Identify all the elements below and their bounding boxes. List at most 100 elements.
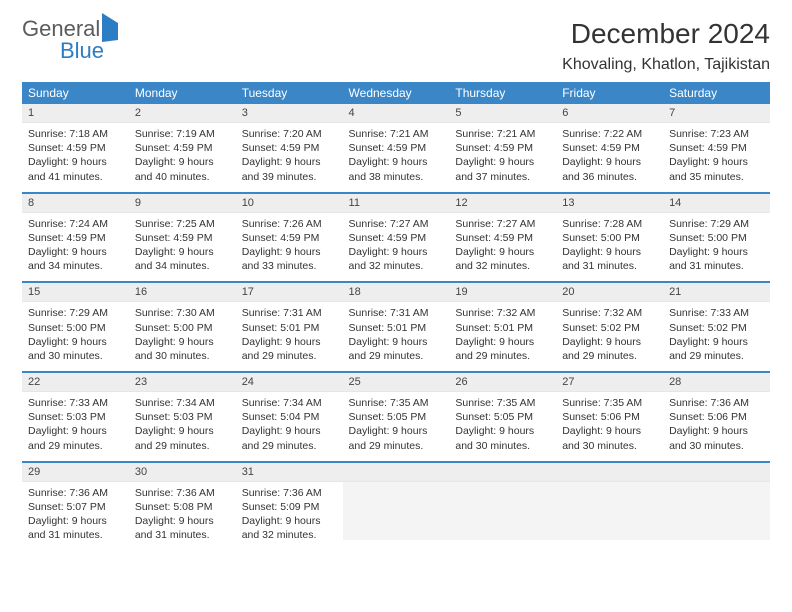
day-cell: 3Sunrise: 7:20 AMSunset: 4:59 PMDaylight… (236, 104, 343, 193)
day-info: Sunrise: 7:32 AMSunset: 5:02 PMDaylight:… (556, 302, 663, 371)
day-info: Sunrise: 7:28 AMSunset: 5:00 PMDaylight:… (556, 213, 663, 282)
day-info: Sunrise: 7:35 AMSunset: 5:06 PMDaylight:… (556, 392, 663, 461)
empty-day-strip (663, 463, 770, 482)
day-info: Sunrise: 7:27 AMSunset: 4:59 PMDaylight:… (449, 213, 556, 282)
day-number: 23 (129, 373, 236, 392)
day-number: 8 (22, 194, 129, 213)
day-number: 16 (129, 283, 236, 302)
week-row: 29Sunrise: 7:36 AMSunset: 5:07 PMDayligh… (22, 462, 770, 551)
day-cell: 18Sunrise: 7:31 AMSunset: 5:01 PMDayligh… (343, 282, 450, 372)
day-info: Sunrise: 7:35 AMSunset: 5:05 PMDaylight:… (343, 392, 450, 461)
day-cell (449, 462, 556, 551)
day-cell: 15Sunrise: 7:29 AMSunset: 5:00 PMDayligh… (22, 282, 129, 372)
day-info: Sunrise: 7:34 AMSunset: 5:03 PMDaylight:… (129, 392, 236, 461)
day-number: 15 (22, 283, 129, 302)
day-cell: 27Sunrise: 7:35 AMSunset: 5:06 PMDayligh… (556, 372, 663, 462)
day-info: Sunrise: 7:34 AMSunset: 5:04 PMDaylight:… (236, 392, 343, 461)
empty-day-strip (556, 463, 663, 482)
day-number: 24 (236, 373, 343, 392)
day-number: 13 (556, 194, 663, 213)
day-cell: 5Sunrise: 7:21 AMSunset: 4:59 PMDaylight… (449, 104, 556, 193)
week-row: 15Sunrise: 7:29 AMSunset: 5:00 PMDayligh… (22, 282, 770, 372)
day-cell: 31Sunrise: 7:36 AMSunset: 5:09 PMDayligh… (236, 462, 343, 551)
day-cell: 9Sunrise: 7:25 AMSunset: 4:59 PMDaylight… (129, 193, 236, 283)
brand-logo: General Blue (22, 18, 118, 62)
week-row: 22Sunrise: 7:33 AMSunset: 5:03 PMDayligh… (22, 372, 770, 462)
week-row: 1Sunrise: 7:18 AMSunset: 4:59 PMDaylight… (22, 104, 770, 193)
day-cell: 11Sunrise: 7:27 AMSunset: 4:59 PMDayligh… (343, 193, 450, 283)
day-info: Sunrise: 7:31 AMSunset: 5:01 PMDaylight:… (236, 302, 343, 371)
day-cell: 14Sunrise: 7:29 AMSunset: 5:00 PMDayligh… (663, 193, 770, 283)
day-cell: 26Sunrise: 7:35 AMSunset: 5:05 PMDayligh… (449, 372, 556, 462)
day-info: Sunrise: 7:33 AMSunset: 5:03 PMDaylight:… (22, 392, 129, 461)
day-info: Sunrise: 7:36 AMSunset: 5:09 PMDaylight:… (236, 482, 343, 551)
day-info: Sunrise: 7:23 AMSunset: 4:59 PMDaylight:… (663, 123, 770, 192)
day-header: Saturday (663, 82, 770, 104)
day-info: Sunrise: 7:36 AMSunset: 5:07 PMDaylight:… (22, 482, 129, 551)
brand-part2: Blue (60, 38, 104, 63)
day-number: 17 (236, 283, 343, 302)
month-title: December 2024 (562, 18, 770, 50)
day-cell: 28Sunrise: 7:36 AMSunset: 5:06 PMDayligh… (663, 372, 770, 462)
day-info: Sunrise: 7:25 AMSunset: 4:59 PMDaylight:… (129, 213, 236, 282)
day-number: 19 (449, 283, 556, 302)
day-info: Sunrise: 7:26 AMSunset: 4:59 PMDaylight:… (236, 213, 343, 282)
day-number: 5 (449, 104, 556, 123)
day-info: Sunrise: 7:35 AMSunset: 5:05 PMDaylight:… (449, 392, 556, 461)
day-cell: 4Sunrise: 7:21 AMSunset: 4:59 PMDaylight… (343, 104, 450, 193)
day-cell: 24Sunrise: 7:34 AMSunset: 5:04 PMDayligh… (236, 372, 343, 462)
empty-day (663, 482, 770, 540)
day-header: Tuesday (236, 82, 343, 104)
day-number: 29 (22, 463, 129, 482)
day-cell: 21Sunrise: 7:33 AMSunset: 5:02 PMDayligh… (663, 282, 770, 372)
empty-day-strip (449, 463, 556, 482)
day-info: Sunrise: 7:29 AMSunset: 5:00 PMDaylight:… (22, 302, 129, 371)
day-cell: 7Sunrise: 7:23 AMSunset: 4:59 PMDaylight… (663, 104, 770, 193)
day-cell: 17Sunrise: 7:31 AMSunset: 5:01 PMDayligh… (236, 282, 343, 372)
empty-day-strip (343, 463, 450, 482)
day-number: 26 (449, 373, 556, 392)
day-number: 27 (556, 373, 663, 392)
day-number: 20 (556, 283, 663, 302)
day-number: 9 (129, 194, 236, 213)
day-cell (663, 462, 770, 551)
day-info: Sunrise: 7:31 AMSunset: 5:01 PMDaylight:… (343, 302, 450, 371)
triangle-icon (102, 13, 118, 42)
day-number: 14 (663, 194, 770, 213)
page-header: General Blue December 2024 Khovaling, Kh… (22, 18, 770, 74)
day-number: 11 (343, 194, 450, 213)
day-header: Friday (556, 82, 663, 104)
day-info: Sunrise: 7:24 AMSunset: 4:59 PMDaylight:… (22, 213, 129, 282)
day-number: 3 (236, 104, 343, 123)
location-text: Khovaling, Khatlon, Tajikistan (562, 56, 770, 74)
day-number: 25 (343, 373, 450, 392)
day-cell: 20Sunrise: 7:32 AMSunset: 5:02 PMDayligh… (556, 282, 663, 372)
day-cell (556, 462, 663, 551)
day-number: 30 (129, 463, 236, 482)
day-cell: 1Sunrise: 7:18 AMSunset: 4:59 PMDaylight… (22, 104, 129, 193)
empty-day (343, 482, 450, 540)
day-info: Sunrise: 7:21 AMSunset: 4:59 PMDaylight:… (449, 123, 556, 192)
day-number: 18 (343, 283, 450, 302)
day-number: 4 (343, 104, 450, 123)
day-info: Sunrise: 7:36 AMSunset: 5:06 PMDaylight:… (663, 392, 770, 461)
day-number: 10 (236, 194, 343, 213)
day-number: 21 (663, 283, 770, 302)
day-cell: 30Sunrise: 7:36 AMSunset: 5:08 PMDayligh… (129, 462, 236, 551)
week-row: 8Sunrise: 7:24 AMSunset: 4:59 PMDaylight… (22, 193, 770, 283)
day-info: Sunrise: 7:36 AMSunset: 5:08 PMDaylight:… (129, 482, 236, 551)
day-cell: 22Sunrise: 7:33 AMSunset: 5:03 PMDayligh… (22, 372, 129, 462)
day-info: Sunrise: 7:22 AMSunset: 4:59 PMDaylight:… (556, 123, 663, 192)
day-number: 6 (556, 104, 663, 123)
day-info: Sunrise: 7:33 AMSunset: 5:02 PMDaylight:… (663, 302, 770, 371)
day-info: Sunrise: 7:20 AMSunset: 4:59 PMDaylight:… (236, 123, 343, 192)
day-info: Sunrise: 7:21 AMSunset: 4:59 PMDaylight:… (343, 123, 450, 192)
day-number: 2 (129, 104, 236, 123)
day-cell: 19Sunrise: 7:32 AMSunset: 5:01 PMDayligh… (449, 282, 556, 372)
day-cell: 8Sunrise: 7:24 AMSunset: 4:59 PMDaylight… (22, 193, 129, 283)
empty-day (449, 482, 556, 540)
day-cell (343, 462, 450, 551)
day-cell: 6Sunrise: 7:22 AMSunset: 4:59 PMDaylight… (556, 104, 663, 193)
day-info: Sunrise: 7:32 AMSunset: 5:01 PMDaylight:… (449, 302, 556, 371)
day-header: Wednesday (343, 82, 450, 104)
